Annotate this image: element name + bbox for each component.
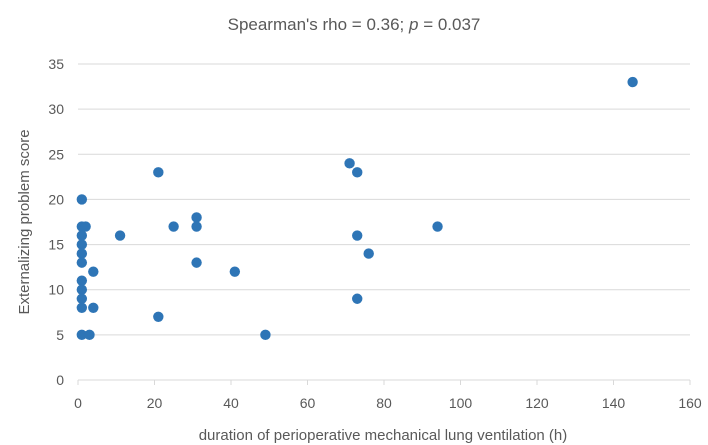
scatter-point (168, 221, 179, 232)
scatter-point (153, 167, 164, 178)
y-tick-label: 5 (56, 327, 64, 343)
y-tick-label: 35 (48, 56, 64, 72)
title-suffix: = 0.037 (418, 15, 480, 34)
scatter-point (80, 221, 91, 232)
x-tick-label: 100 (449, 395, 473, 411)
scatter-point (114, 230, 126, 241)
x-tick-label: 60 (300, 395, 316, 411)
x-axis-label: duration of perioperative mechanical lun… (199, 427, 568, 444)
scatter-point (432, 221, 443, 232)
grid-lines (78, 63, 690, 336)
scatter-point (363, 248, 374, 259)
y-tick-label: 0 (56, 372, 64, 388)
y-tick-label: 15 (48, 237, 64, 253)
y-tick-label: 20 (48, 191, 64, 207)
y-axis-label: Externalizing problem score (16, 129, 33, 314)
y-tick-label: 10 (48, 282, 64, 298)
data-points (76, 76, 638, 341)
scatter-point (191, 212, 202, 223)
scatter-point (76, 248, 88, 259)
y-tick-label: 30 (48, 101, 64, 117)
scatter-point (76, 284, 88, 295)
x-tick-labels: 0 20 40 60 80 100 120 140 160 (74, 395, 702, 411)
scatter-point (76, 239, 88, 250)
scatter-point (229, 266, 241, 277)
y-tick-labels: 0 5 10 15 20 25 30 35 (48, 56, 64, 388)
scatter-point (352, 167, 363, 178)
title-prefix: Spearman's rho = 0.36; (228, 15, 409, 34)
scatter-point (76, 257, 88, 268)
scatter-point (153, 311, 164, 322)
scatter-point (76, 230, 88, 241)
x-tick-label: 0 (74, 395, 82, 411)
axes (77, 379, 691, 385)
scatter-point (260, 329, 271, 341)
scatter-point (627, 76, 638, 88)
scatter-point (88, 302, 99, 313)
y-tick-label: 25 (48, 146, 64, 162)
scatter-point (88, 266, 99, 277)
x-tick-label: 120 (525, 395, 549, 411)
scatter-point (76, 293, 88, 304)
x-tick-label: 160 (678, 395, 702, 411)
title-p-symbol: p (408, 15, 418, 34)
x-tick-label: 140 (602, 395, 626, 411)
x-tick-label: 80 (376, 395, 392, 411)
scatter-point (76, 275, 88, 286)
scatter-point (76, 329, 88, 341)
x-tick-label: 20 (147, 395, 163, 411)
scatter-point (76, 302, 88, 313)
scatter-point (344, 158, 355, 169)
scatter-point (191, 257, 202, 268)
scatter-point (352, 293, 363, 304)
scatter-point (84, 329, 95, 341)
chart-title: Spearman's rho = 0.36; p = 0.037 (228, 15, 481, 34)
x-tick-label: 40 (223, 395, 239, 411)
scatter-point (76, 194, 88, 205)
scatter-point (191, 221, 202, 232)
scatter-point (352, 230, 363, 241)
